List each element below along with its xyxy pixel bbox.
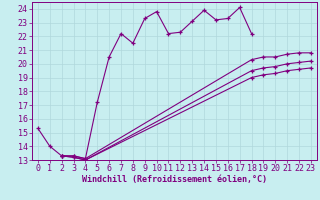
X-axis label: Windchill (Refroidissement éolien,°C): Windchill (Refroidissement éolien,°C) (82, 175, 267, 184)
